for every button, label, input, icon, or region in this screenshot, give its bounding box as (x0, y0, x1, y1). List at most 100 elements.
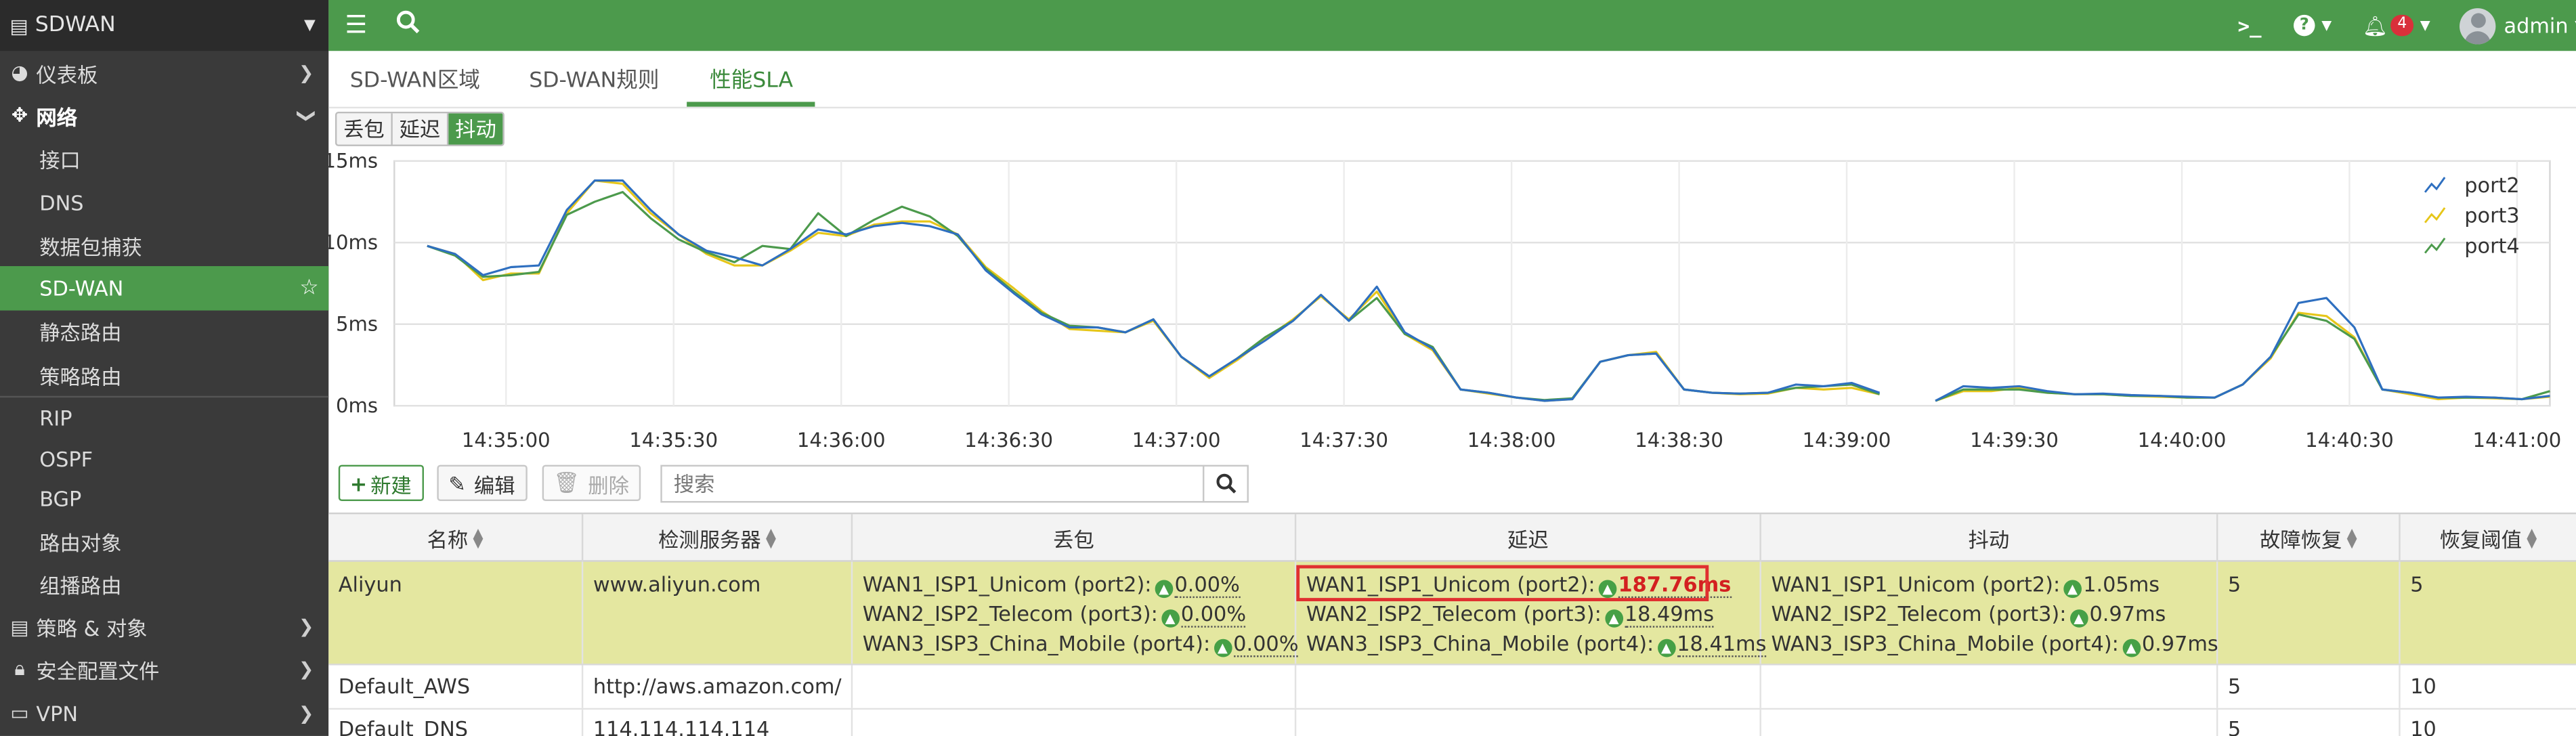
column-header-jitter[interactable]: 抖动 (1761, 514, 2218, 562)
restore-value: 10 (2410, 716, 2437, 736)
lock-icon: 🔒︎ (14, 657, 25, 681)
sort-icon: ▲ ▼ (2346, 525, 2357, 550)
restore-value: 5 (2410, 571, 2424, 597)
search-icon[interactable] (396, 10, 421, 41)
header-label: 抖动 (1968, 527, 2010, 553)
avatar (2460, 7, 2496, 44)
jitter-port3: WAN2_ISP2_Telecom (port3): ▲ 0.97ms (1771, 600, 2216, 630)
column-header-packet-loss[interactable]: 丢包 (853, 514, 1297, 562)
sla-server: http://aws.amazon.com/ (593, 673, 842, 699)
latency-value: 18.41ms (1677, 630, 1767, 657)
sidebar-item-vpn[interactable]: ▭ VPN ❯ (0, 692, 328, 735)
star-icon[interactable]: ☆ (299, 276, 319, 301)
sidebar-item-packet-capture[interactable]: 数据包捕获 (0, 223, 328, 267)
x-tick-label: 14:40:00 (2138, 429, 2227, 452)
latency-port4: WAN3_ISP3_China_Mobile (port4): ▲ 18.41ms (1306, 629, 1767, 659)
vpn-icon: ▭ (10, 701, 29, 725)
chevron-right-icon: ❯ (299, 62, 314, 83)
sidebar-item-multicast[interactable]: 组播路由 (0, 562, 328, 605)
table-row[interactable]: Default_AWS http://aws.amazon.com/ 5 10 (328, 665, 2576, 710)
active-tab-indicator (687, 102, 815, 107)
sidebar-item-policy-objects[interactable]: ▤ 策略 & 对象 ❯ (0, 605, 328, 649)
x-tick-label: 14:40:30 (2305, 429, 2394, 452)
search-button[interactable] (1202, 464, 1249, 503)
column-header-latency[interactable]: 延迟 (1296, 514, 1761, 562)
create-new-label: 新建 (370, 472, 412, 497)
legend-swatch (2424, 207, 2446, 223)
vdom-selector[interactable]: ▤ SDWAN ▼ (0, 0, 329, 51)
sidebar-item-policy-routes[interactable]: 策略路由 (0, 353, 328, 397)
search-input[interactable] (660, 464, 1205, 503)
legend-swatch (2424, 237, 2446, 254)
trash-icon: 🗑︎ (553, 469, 580, 495)
tab-performance-sla[interactable]: 性能SLA (710, 68, 794, 94)
link-label: WAN3_ISP3_China_Mobile (port4): (1306, 630, 1654, 656)
sidebar-item-sdwan[interactable]: SD-WAN ☆ (0, 267, 329, 311)
menu-icon[interactable]: ☰ (345, 9, 368, 40)
metric-packet-loss-button[interactable]: 丢包 (337, 113, 393, 145)
sidebar-divider (0, 396, 329, 399)
sidebar-item-label: SD-WAN (39, 276, 124, 301)
tab-sdwan-zones[interactable]: SD-WAN区域 (349, 68, 480, 94)
y-tick-label: 5ms (336, 312, 378, 335)
sidebar-item-static-routes[interactable]: 静态路由 (0, 310, 328, 353)
table-row[interactable]: Default_DNS 114.114.114.114 5 10 (328, 710, 2576, 736)
create-new-button[interactable]: + 新建 (338, 464, 423, 501)
jitter-value: 1.05ms (2083, 571, 2160, 597)
help-menu[interactable]: ? ▼ (2293, 0, 2332, 51)
x-tick-label: 14:36:00 (797, 429, 886, 452)
header-label: 名称 (427, 527, 469, 553)
loss-port3: WAN2_ISP2_Telecom (port3): ▲ 0.00% (863, 600, 1295, 630)
loss-value: 0.00% (1174, 571, 1240, 599)
caret-down-icon: ▼ (2321, 18, 2332, 33)
column-header-restore[interactable]: 恢复阈值 ▲ ▼ (2401, 514, 2576, 561)
sidebar-item-interfaces[interactable]: 接口 (0, 137, 328, 181)
sidebar-item-routing-objects[interactable]: 路由对象 (0, 519, 328, 562)
failures-value: 5 (2227, 571, 2241, 597)
up-arrow-icon: ▲ (1604, 609, 1623, 628)
header-label: 丢包 (1053, 527, 1094, 553)
sort-icon: ▲ ▼ (766, 525, 776, 550)
column-header-server[interactable]: 检测服务器 ▲ ▼ (583, 514, 853, 562)
column-header-name[interactable]: 名称 ▲ ▼ (328, 514, 584, 562)
edit-button[interactable]: ✎ 编辑 (437, 464, 527, 501)
chevron-right-icon: ❯ (299, 616, 314, 638)
sidebar-item-security-profiles[interactable]: 🔒︎ 安全配置文件 ❯ (0, 649, 328, 692)
failures-value: 5 (2227, 716, 2241, 736)
sidebar-item-label: OSPF (39, 446, 93, 471)
tab-sdwan-rules[interactable]: SD-WAN规则 (529, 68, 660, 94)
metric-latency-button[interactable]: 延迟 (392, 113, 449, 145)
sidebar-item-rip[interactable]: RIP (0, 398, 328, 438)
sort-icon: ▲ ▼ (473, 525, 484, 550)
loss-value: 0.00% (1233, 630, 1299, 657)
cli-console-button[interactable]: >_ (2237, 0, 2261, 51)
edit-label: 编辑 (473, 472, 515, 497)
jitter-port2: WAN1_ISP1_Unicom (port2): ▲ 1.05ms (1771, 570, 2216, 600)
sidebar-item-dashboard[interactable]: ◕ 仪表板 ❯ (0, 51, 328, 94)
metric-jitter-button[interactable]: 抖动 (448, 113, 503, 145)
header-label: 恢复阈值 (2439, 527, 2523, 553)
sidebar-item-dns[interactable]: DNS (0, 181, 328, 224)
policy-icon: ▤ (10, 615, 29, 638)
latency-value: 18.49ms (1624, 601, 1715, 628)
sidebar-item-label: 网络 (36, 105, 78, 130)
x-tick-label: 14:37:00 (1132, 429, 1221, 452)
dashboard-icon: ◕ (11, 61, 28, 85)
notifications-menu[interactable]: 🔔︎ 4 ▼ (2363, 0, 2430, 51)
up-arrow-icon: ▲ (2063, 580, 2082, 599)
x-tick-label: 14:35:00 (462, 429, 551, 452)
sidebar-item-bgp[interactable]: BGP (0, 479, 328, 519)
x-tick-label: 14:35:30 (629, 429, 718, 452)
header-label: 故障恢复 (2260, 527, 2342, 553)
delete-button[interactable]: 🗑︎ 删除 (542, 464, 641, 501)
user-menu[interactable]: admin ▼ (2460, 0, 2576, 51)
column-header-failures[interactable]: 故障恢复 ▲ ▼ (2218, 514, 2401, 562)
table-row[interactable]: Aliyun www.aliyun.com WAN1_ISP1_Unicom (… (328, 561, 2576, 666)
sidebar-item-label: 策略 & 对象 (36, 616, 148, 641)
failures-value: 5 (2227, 673, 2241, 699)
sidebar-item-ospf[interactable]: OSPF (0, 438, 328, 478)
jitter-port4: WAN3_ISP3_China_Mobile (port4): ▲ 0.97ms (1771, 629, 2218, 659)
device-icon: ▤ (9, 14, 29, 37)
bell-icon: 🔔︎ (2362, 14, 2388, 37)
sidebar-item-network[interactable]: ✥ 网络 ❯ (0, 94, 328, 137)
